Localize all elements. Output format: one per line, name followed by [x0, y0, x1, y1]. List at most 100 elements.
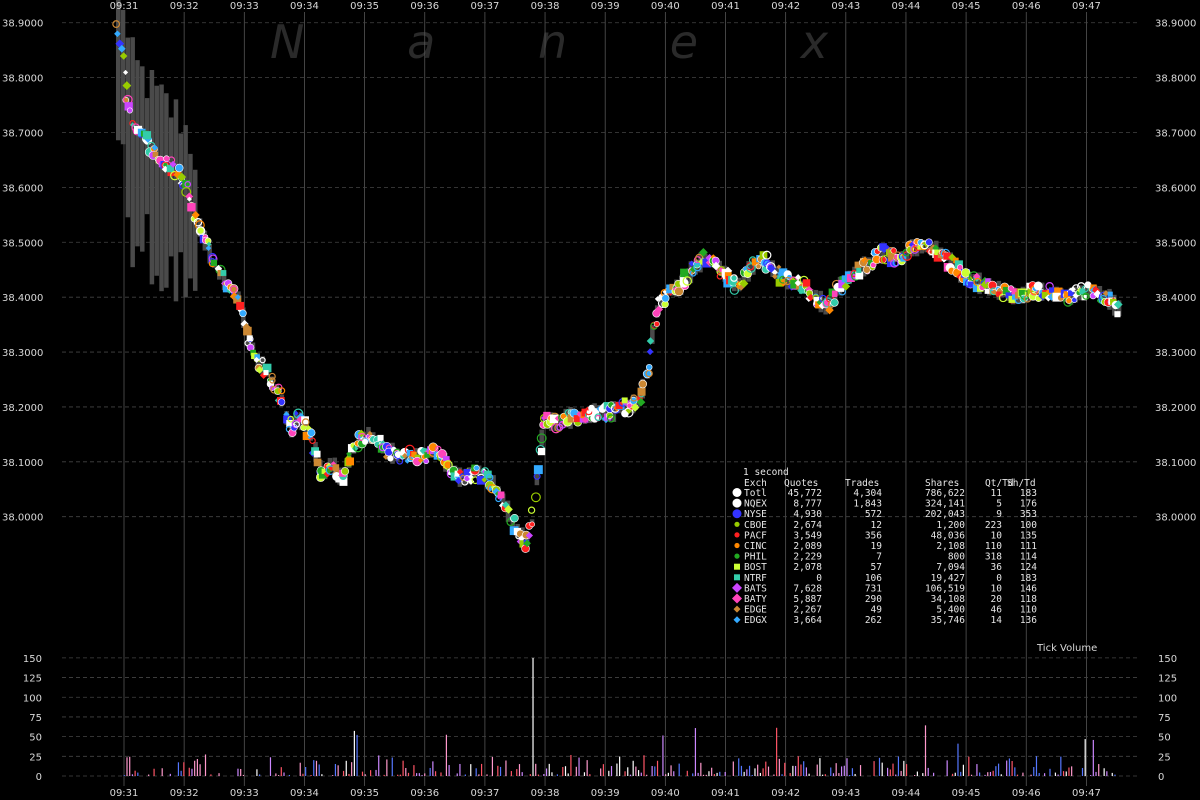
volume-bar — [895, 774, 897, 776]
stats-cell: 34,108 — [931, 594, 966, 605]
x-tick-label-top: 09:45 — [952, 1, 981, 12]
volume-bar — [995, 766, 997, 776]
volume-bar — [478, 774, 480, 776]
volume-bar — [1022, 772, 1024, 776]
trade-marker-ring — [550, 423, 562, 434]
trade-marker-diamond — [234, 294, 241, 301]
stats-cell: EDGE — [744, 605, 767, 616]
volume-bar — [619, 756, 621, 776]
volume-bar — [456, 773, 458, 776]
volume-bar — [792, 765, 794, 776]
volume-tick-label-left: 50 — [29, 733, 42, 744]
trade-marker-square — [989, 286, 998, 295]
volume-bar — [887, 767, 889, 776]
volume-bar — [375, 769, 377, 776]
trade-marker-ring — [309, 437, 316, 445]
volume-bar — [578, 757, 580, 776]
trade-marker-diamond — [698, 248, 708, 257]
stats-header: Shares — [925, 478, 959, 489]
x-tick-label-bottom: 09:32 — [170, 788, 199, 799]
volume-bar — [313, 760, 315, 776]
volume-bar — [830, 767, 832, 776]
trade-marker-square — [669, 283, 676, 290]
trade-marker-square — [1107, 291, 1113, 297]
stats-cell: 3,664 — [793, 615, 822, 626]
trade-marker-square — [250, 349, 256, 356]
volume-bar — [1092, 739, 1094, 776]
volume-bar — [532, 657, 534, 776]
x-tick-label-bottom: 09:43 — [831, 788, 860, 799]
trade-marker-circle — [126, 107, 133, 114]
volume-bar — [1054, 772, 1057, 776]
trade-marker-square — [888, 253, 897, 262]
quote-range-bar — [476, 465, 482, 481]
volume-bar — [916, 771, 918, 776]
stats-cell: 8,777 — [793, 499, 822, 510]
x-tick-label-top: 09:34 — [290, 1, 319, 12]
quote-range-bar — [188, 153, 193, 279]
trade-marker-square — [943, 252, 951, 260]
x-tick-label-bottom: 09:47 — [1072, 788, 1101, 799]
stats-cell: 223 — [985, 520, 1002, 531]
quote-range-bar — [149, 70, 155, 285]
volume-bar — [1065, 771, 1067, 776]
x-tick-label-bottom: 09:31 — [110, 788, 139, 799]
trade-marker-diamond — [807, 293, 815, 302]
volume-bar — [432, 761, 434, 776]
quote-range-bar — [977, 272, 982, 295]
trade-marker-square — [1079, 288, 1086, 295]
volume-bar — [987, 772, 989, 776]
volume-bar — [378, 755, 380, 776]
volume-bar — [692, 773, 694, 776]
stats-cell: 9 — [996, 509, 1002, 520]
trade-marker-ring — [287, 415, 295, 423]
trade-marker-diamond — [177, 172, 187, 182]
stats-header: Trades — [845, 478, 879, 489]
trade-marker-square — [377, 434, 384, 441]
trade-marker-diamond — [711, 261, 721, 271]
trade-marker-diamond — [492, 487, 501, 496]
trade-marker-square — [411, 451, 417, 458]
trade-marker-diamond — [191, 210, 200, 220]
volume-bar — [789, 773, 791, 776]
trade-marker-square — [621, 397, 628, 404]
volume-bar — [491, 756, 494, 776]
trade-marker-square — [837, 285, 845, 292]
volume-bar — [332, 775, 334, 776]
trade-marker-square — [996, 291, 1002, 297]
trade-marker-square — [302, 431, 311, 441]
volume-bar — [754, 768, 756, 776]
volume-bar — [656, 760, 659, 776]
volume-bar — [191, 768, 193, 776]
volume-bar — [421, 775, 423, 776]
volume-bar — [705, 774, 707, 776]
volume-bar — [407, 772, 410, 776]
trade-marker-square — [592, 408, 600, 416]
trade-marker-square — [679, 274, 687, 281]
trade-marker-ring — [729, 285, 740, 295]
trade-marker-ring — [269, 377, 276, 384]
x-tick-label-top: 09:47 — [1072, 1, 1101, 12]
volume-tick-label-left: 100 — [23, 693, 42, 704]
volume-bar — [846, 758, 848, 776]
trade-marker-square — [573, 415, 581, 423]
volume-bar — [361, 771, 364, 776]
volume-bar — [288, 774, 291, 776]
volume-bar — [589, 774, 591, 776]
price-tick-label-right: 38.0000 — [1155, 513, 1196, 524]
volume-bar — [397, 774, 399, 776]
volume-bar — [218, 773, 220, 776]
volume-bar — [1011, 761, 1013, 776]
volume-bar — [269, 757, 272, 776]
volume-bar — [665, 774, 667, 776]
volume-bar — [608, 770, 610, 776]
x-tick-label-bottom: 09:46 — [1012, 788, 1041, 799]
trade-marker-diamond — [980, 280, 990, 290]
trade-marker-diamond — [205, 245, 212, 251]
stats-cell: 290 — [865, 594, 882, 605]
volume-bar — [1114, 774, 1116, 776]
stats-cell: 318 — [985, 552, 1002, 563]
trade-marker-square — [406, 449, 414, 457]
volume-bar — [535, 763, 537, 776]
x-tick-label-bottom: 09:35 — [350, 788, 379, 799]
